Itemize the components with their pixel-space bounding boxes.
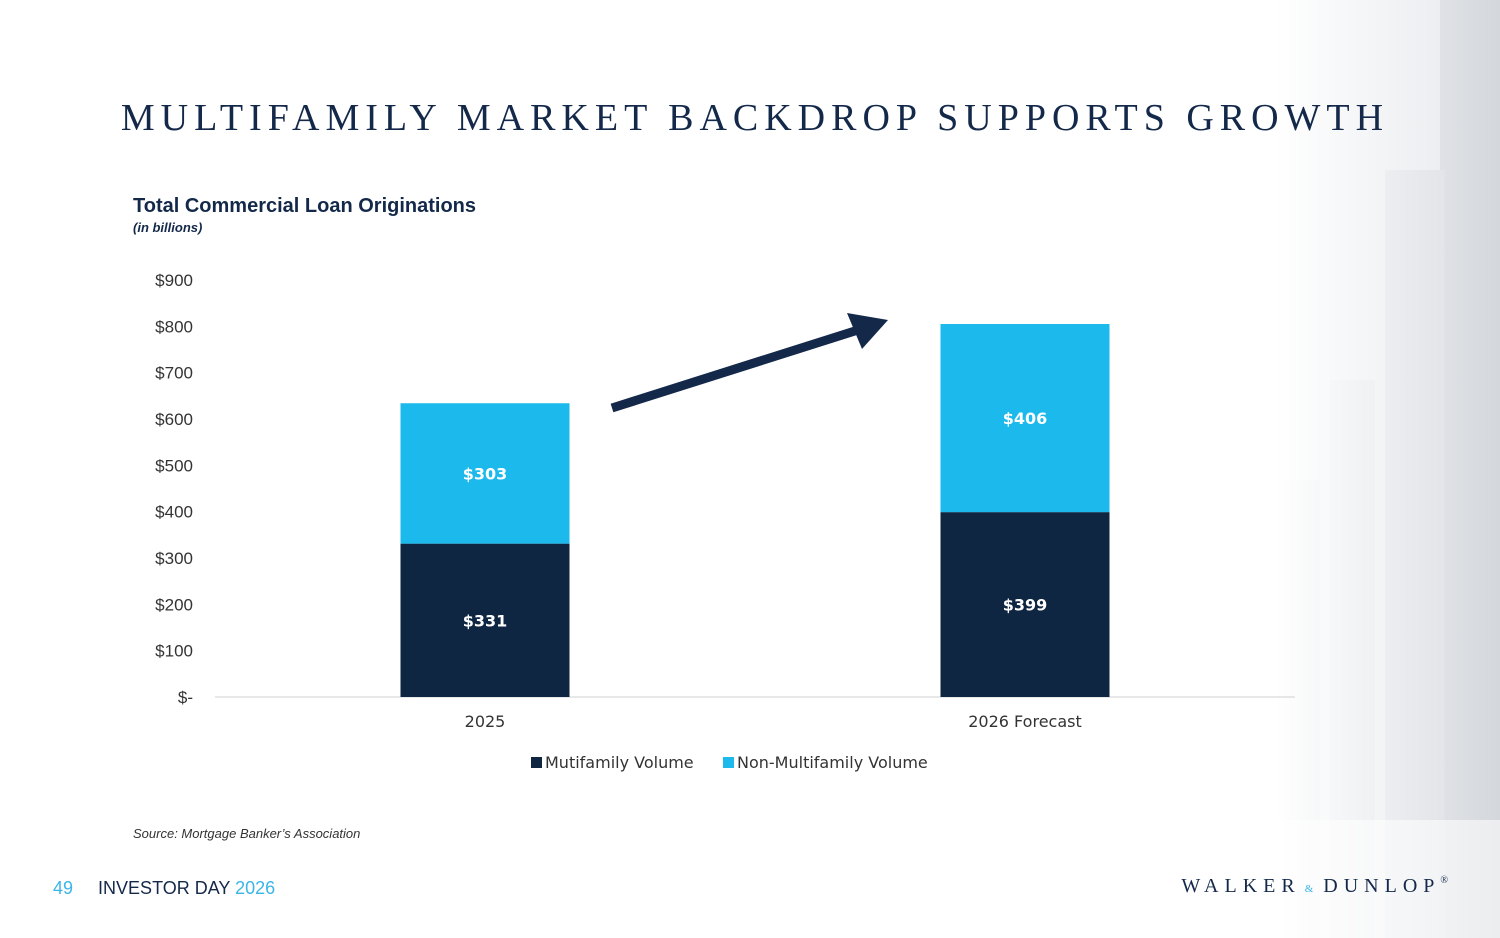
x-tick-label: 2026 Forecast [968, 712, 1082, 731]
legend-swatch [531, 757, 542, 768]
footer: 49 INVESTOR DAY 2026 [53, 878, 275, 899]
bar-non-multifamily [940, 324, 1110, 513]
bar-non-multifamily [400, 403, 570, 544]
y-tick-label: $100 [155, 642, 193, 661]
y-tick-label: $500 [155, 456, 193, 475]
logo-registered-mark: ® [1440, 875, 1448, 886]
logo-left: WALKER [1181, 875, 1301, 897]
y-tick-label: $600 [155, 410, 193, 429]
y-tick-label: $900 [155, 271, 193, 290]
y-tick-label: $300 [155, 549, 193, 568]
y-tick-label: $700 [155, 364, 193, 383]
walker-dunlop-logo: WALKER & DUNLOP® [1181, 875, 1448, 898]
data-label: $303 [463, 464, 508, 483]
y-tick-label: $- [178, 688, 193, 707]
data-label: $406 [1003, 409, 1048, 428]
legend-label: Mutifamily Volume [545, 753, 694, 772]
chart-title: Total Commercial Loan Originations [133, 195, 477, 217]
x-tick-label: 2025 [465, 712, 506, 731]
legend-label: Non-Multifamily Volume [737, 753, 928, 772]
page-number: 49 [53, 878, 74, 898]
data-label: $399 [1003, 596, 1048, 615]
footer-year: 2026 [235, 878, 276, 898]
y-tick-label: $400 [155, 503, 193, 522]
logo-right: DUNLOP [1323, 875, 1441, 897]
y-tick-label: $200 [155, 595, 193, 614]
data-label: $331 [463, 611, 508, 630]
footer-event: INVESTOR DAY [98, 878, 231, 898]
source-note: Source: Mortgage Banker’s Association [133, 826, 361, 841]
logo-amp: & [1304, 883, 1314, 895]
bar-multifamily [400, 543, 570, 697]
slide-title: MULTIFAMILY MARKET BACKDROP SUPPORTS GRO… [120, 97, 1390, 139]
y-tick-label: $800 [155, 317, 193, 336]
bar-multifamily [940, 512, 1110, 697]
legend-swatch [723, 757, 734, 768]
growth-arrow-head [847, 313, 888, 349]
growth-arrow-shaft [610, 325, 860, 413]
chart-subtitle: (in billions) [133, 220, 203, 235]
